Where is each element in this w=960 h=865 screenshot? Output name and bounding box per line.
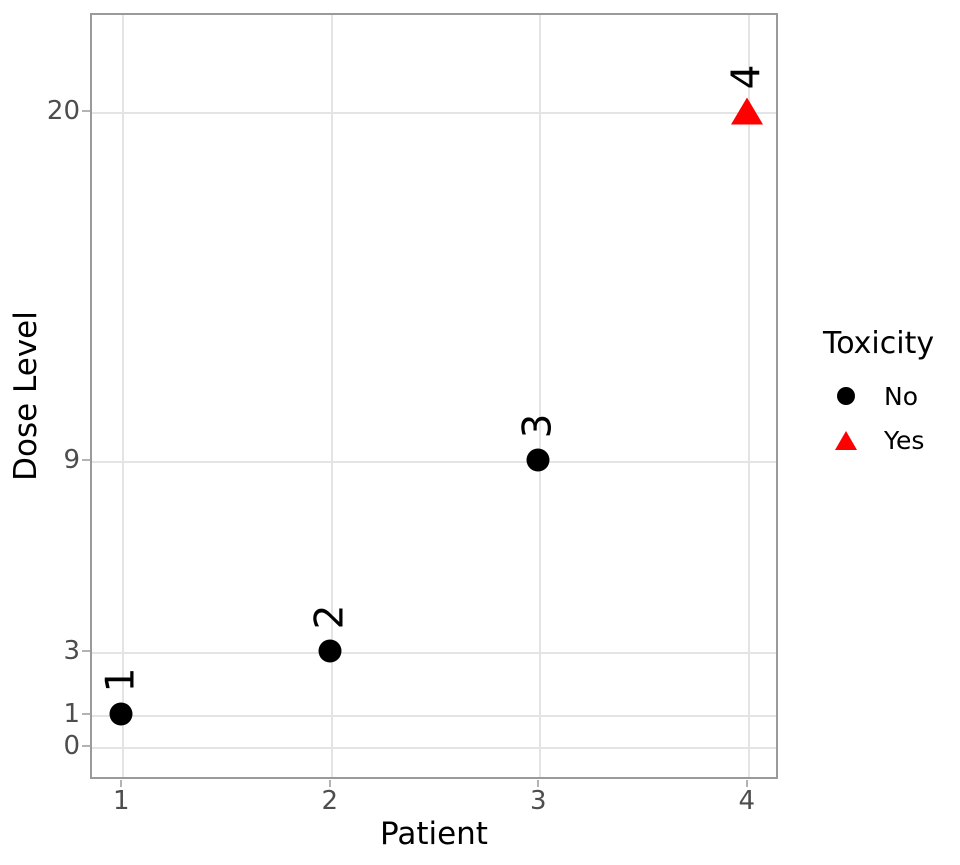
gridline-y-1	[92, 714, 776, 717]
legend-title: Toxicity	[823, 326, 935, 361]
legend-item-no: No	[818, 374, 934, 418]
triangle-icon	[835, 430, 857, 450]
x-tick-1	[120, 780, 123, 787]
y-tick-1	[82, 712, 90, 715]
x-tick-4	[745, 780, 748, 787]
x-tick-label-2: 2	[321, 786, 339, 816]
point-patient-1	[109, 702, 133, 726]
gridline-y-0	[92, 746, 776, 749]
point-patient-2	[318, 639, 342, 663]
x-axis-title: Patient	[380, 816, 488, 852]
legend-key-yes	[828, 430, 864, 450]
gridline-y-9	[92, 461, 776, 464]
legend-key-no	[828, 387, 864, 405]
gridline-x-4	[747, 15, 750, 777]
legend-label-no: No	[884, 381, 918, 411]
legend-item-yes: Yes	[818, 418, 934, 462]
x-tick-3	[537, 780, 540, 787]
point-patient-3	[526, 448, 550, 472]
x-tick-label-1: 1	[112, 786, 130, 816]
point-label-3: 3	[515, 413, 561, 439]
y-tick-label-9: 9	[63, 445, 80, 476]
legend-label-yes: Yes	[884, 425, 925, 455]
point-label-1: 1	[98, 667, 144, 693]
gridline-y-20	[92, 112, 776, 115]
plot-panel	[90, 13, 778, 779]
gridline-x-2	[330, 15, 333, 777]
y-tick-0	[82, 744, 90, 747]
legend-items: No Yes	[818, 374, 934, 462]
point-label-2: 2	[307, 604, 353, 629]
y-tick-label-20: 20	[46, 96, 80, 127]
x-tick-label-4: 4	[738, 786, 755, 816]
point-label-4: 4	[724, 64, 770, 90]
legend: Toxicity No Yes	[818, 326, 934, 462]
y-tick-20	[82, 110, 90, 113]
gridline-y-3	[92, 651, 776, 654]
point-patient-4	[730, 97, 763, 125]
y-tick-label-3: 3	[63, 635, 80, 666]
y-tick-9	[82, 459, 90, 462]
gridline-x-3	[539, 15, 542, 777]
x-tick-label-3: 3	[529, 786, 547, 816]
circle-icon	[837, 387, 855, 405]
gridline-x-1	[122, 15, 125, 777]
y-tick-3	[82, 649, 90, 652]
y-tick-label-0: 0	[63, 730, 80, 761]
y-tick-label-1: 1	[63, 698, 80, 729]
x-tick-2	[328, 780, 331, 787]
